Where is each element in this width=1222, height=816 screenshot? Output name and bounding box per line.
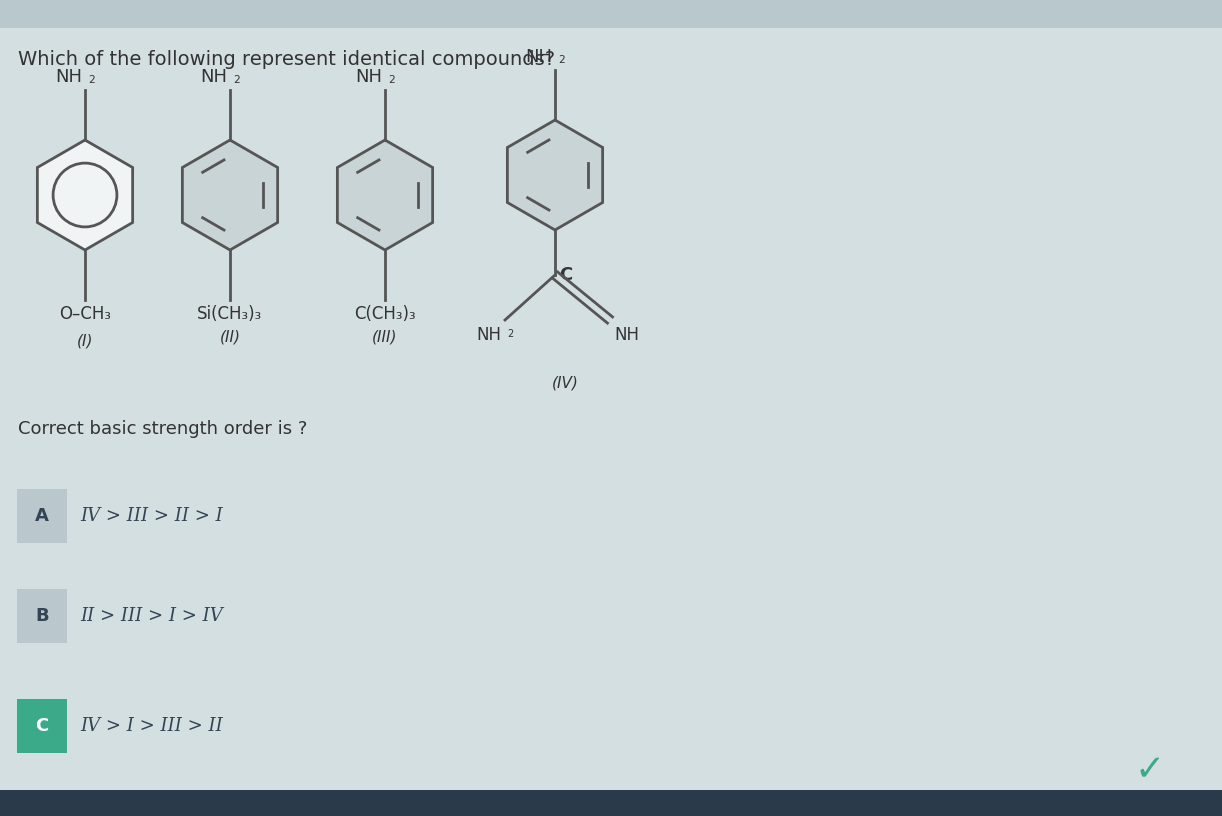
Text: $_2$: $_2$ <box>389 71 396 86</box>
Text: C: C <box>35 717 49 735</box>
Text: ✓: ✓ <box>1135 753 1165 787</box>
Text: IV > III > II > I: IV > III > II > I <box>79 507 222 525</box>
FancyBboxPatch shape <box>0 790 1222 816</box>
Text: C: C <box>558 266 572 284</box>
Text: $_2$: $_2$ <box>507 326 514 340</box>
FancyBboxPatch shape <box>17 589 67 643</box>
Text: $_2$: $_2$ <box>233 71 241 86</box>
Text: (III): (III) <box>373 330 397 345</box>
Text: NH: NH <box>356 68 382 86</box>
Text: NH: NH <box>613 326 639 344</box>
Text: C(CH₃)₃: C(CH₃)₃ <box>354 305 415 323</box>
FancyBboxPatch shape <box>17 699 67 753</box>
Text: A: A <box>35 507 49 525</box>
Text: B: B <box>35 607 49 625</box>
Text: NH: NH <box>525 48 552 66</box>
Text: IV > I > III > II: IV > I > III > II <box>79 717 222 735</box>
Text: $_2$: $_2$ <box>558 51 566 66</box>
Text: NH: NH <box>200 68 227 86</box>
Text: NH: NH <box>55 68 82 86</box>
Text: Which of the following represent identical compounds?: Which of the following represent identic… <box>18 50 555 69</box>
Text: Si(CH₃)₃: Si(CH₃)₃ <box>198 305 263 323</box>
Text: Correct basic strength order is ?: Correct basic strength order is ? <box>18 420 308 438</box>
Polygon shape <box>337 140 433 250</box>
FancyBboxPatch shape <box>0 0 1222 28</box>
Text: NH: NH <box>477 326 501 344</box>
FancyBboxPatch shape <box>17 489 67 543</box>
Polygon shape <box>38 140 133 250</box>
Text: (II): (II) <box>220 330 241 345</box>
Text: (IV): (IV) <box>551 375 578 390</box>
Text: $_2$: $_2$ <box>88 71 95 86</box>
Polygon shape <box>182 140 277 250</box>
Text: O–CH₃: O–CH₃ <box>59 305 111 323</box>
Text: (I): (I) <box>77 333 93 348</box>
Polygon shape <box>507 120 602 230</box>
Text: II > III > I > IV: II > III > I > IV <box>79 607 222 625</box>
